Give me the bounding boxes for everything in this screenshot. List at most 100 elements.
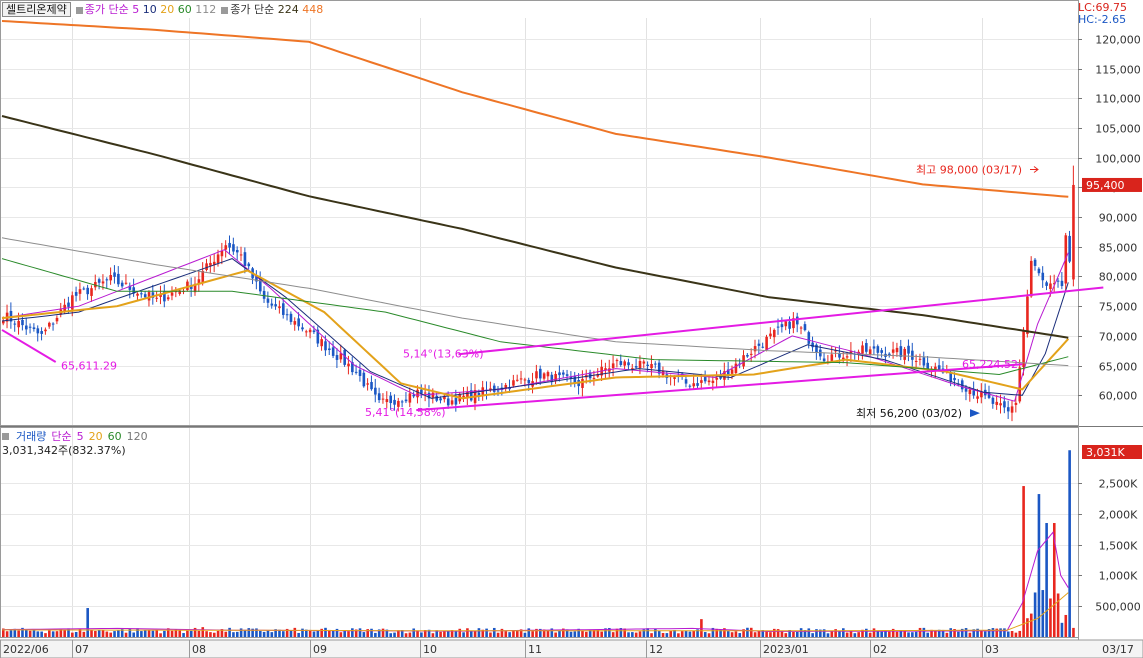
volume-bar <box>143 630 147 637</box>
volume-bar <box>842 628 845 637</box>
candle-body <box>132 287 136 294</box>
candle-body <box>147 292 151 301</box>
candle-body <box>730 369 734 374</box>
volume-bar <box>90 630 93 637</box>
candle-body <box>953 377 956 381</box>
candle-body <box>554 373 557 382</box>
volume-bar <box>515 630 519 637</box>
volume-bar <box>1049 598 1052 637</box>
volume-bar <box>454 630 458 637</box>
candle-body <box>492 385 496 392</box>
candle-body <box>673 377 676 379</box>
volume-bar <box>788 629 791 637</box>
volume-bar <box>235 631 239 637</box>
volume-panel-header: 거래량 단순 5 20 60 120 <box>2 428 148 444</box>
volume-bar <box>1014 632 1018 637</box>
volume-bar <box>792 632 795 637</box>
volume-bar <box>485 628 488 637</box>
volume-bar <box>539 628 542 637</box>
candle-body <box>1033 259 1037 266</box>
volume-bar <box>412 628 416 637</box>
candle-body <box>876 346 880 353</box>
candle-body <box>450 400 454 405</box>
volume-bar <box>523 632 527 637</box>
candle-body <box>17 320 20 328</box>
volume-bar <box>550 628 554 637</box>
candle-body <box>700 380 703 383</box>
candle-body <box>542 373 546 379</box>
candle-body <box>562 372 565 375</box>
candle-body <box>803 324 807 331</box>
price-tick-label: 105,000 <box>1095 123 1141 136</box>
candle-body <box>374 387 377 395</box>
volume-bar <box>983 631 987 637</box>
volume-bar <box>703 632 707 637</box>
candle-body <box>155 297 159 299</box>
volume-bar <box>450 630 454 637</box>
candle-body <box>312 330 316 333</box>
volume-bar <box>665 633 669 637</box>
candle-body <box>692 383 696 387</box>
candle-body <box>308 329 312 333</box>
price-panel-header: 셀트리온제약 종가 단순 5 10 20 60 112 종가 단순 224 44… <box>2 1 323 17</box>
candle-body <box>861 345 864 354</box>
volume-bar <box>1006 631 1010 637</box>
volume-bar <box>577 628 580 637</box>
volume-bar <box>960 628 964 637</box>
candle-body <box>270 303 274 306</box>
candle-body <box>703 377 707 382</box>
volume-bar <box>719 629 722 637</box>
volume-ma-60: 60 <box>107 429 122 443</box>
candle-body <box>707 380 711 383</box>
volume-bar <box>212 632 216 637</box>
candle-body <box>412 394 416 397</box>
candle-body <box>189 285 193 289</box>
candle-body <box>761 346 765 348</box>
volume-bar <box>166 628 170 637</box>
candle-body <box>416 389 419 398</box>
volume-bar <box>677 633 680 637</box>
volume-bar <box>627 632 630 637</box>
ma-10-line <box>1 258 1069 399</box>
volume-bar <box>899 631 903 637</box>
volume-bar <box>51 631 55 637</box>
volume-bar <box>335 628 339 637</box>
volume-bar <box>707 633 711 637</box>
volume-bar <box>769 632 772 637</box>
volume-label: 거래량 <box>16 430 47 443</box>
candle-body <box>899 346 903 357</box>
candle-body <box>151 292 155 298</box>
volume-bar <box>270 632 274 637</box>
volume-bar <box>926 632 930 637</box>
candle-body <box>512 380 515 386</box>
volume-bar <box>838 630 841 637</box>
candle-body <box>477 392 481 397</box>
price-tick-label: 60,000 <box>1099 390 1138 403</box>
candle-body <box>619 361 623 365</box>
candle-body <box>937 365 941 370</box>
volume-bar <box>36 631 40 637</box>
volume-bar <box>569 631 573 637</box>
volume-bar <box>1052 523 1056 637</box>
volume-bar <box>907 632 910 637</box>
candle-body <box>838 353 841 358</box>
volume-bar <box>937 629 941 637</box>
volume-ma-label: 단순 <box>51 430 72 443</box>
current-volume-tag <box>1082 445 1142 459</box>
candle-body <box>466 391 469 398</box>
candle-body <box>423 392 427 394</box>
volume-bar <box>558 630 561 637</box>
time-axis-bar <box>0 639 1143 658</box>
volume-bar <box>339 632 343 637</box>
candle-body <box>807 332 811 344</box>
candle-body <box>765 336 768 350</box>
candle-body <box>1045 282 1048 286</box>
candle-body <box>799 327 803 329</box>
candle-body <box>715 377 719 380</box>
candle-body <box>1006 407 1010 412</box>
stock-name[interactable]: 셀트리온제약 <box>2 1 71 17</box>
volume-bar <box>67 628 70 637</box>
legend-square-icon <box>2 432 9 440</box>
